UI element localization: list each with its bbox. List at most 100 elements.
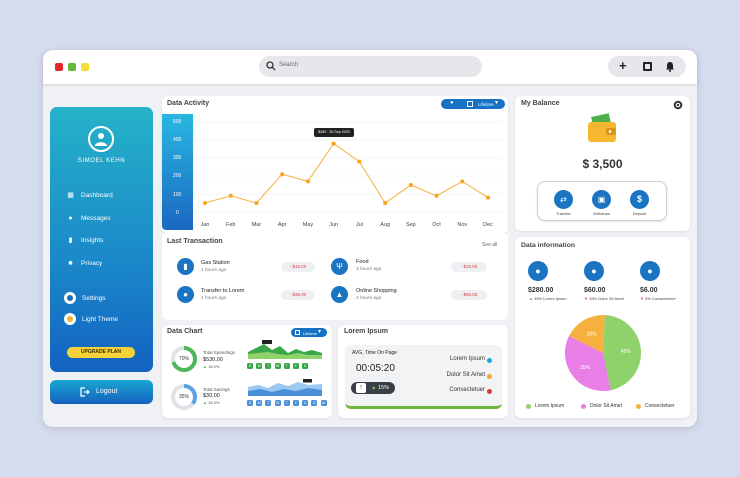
nav-insights[interactable]: ▮ Insights <box>66 236 104 245</box>
stat-label-text: 15% Dolor Sit Amet <box>589 296 624 301</box>
x-tick-label: Feb <box>225 222 236 228</box>
settings-item[interactable]: Settings <box>64 292 106 304</box>
data-point[interactable] <box>408 183 413 187</box>
transaction-time: 4 hours ago <box>356 296 382 301</box>
sun-icon <box>64 313 76 325</box>
data-point[interactable] <box>280 172 285 177</box>
day-pill[interactable]: S <box>302 400 309 406</box>
nav-dashboard[interactable]: ▦ Dashboard <box>66 191 113 200</box>
profile-name: SIMOEL KEHN <box>77 158 126 164</box>
avg-time-label: AVG, Time On Page <box>352 350 397 356</box>
transaction-name: Food <box>356 259 369 265</box>
dashboard-icon: ▦ <box>67 192 74 199</box>
day-pill[interactable]: S <box>311 400 318 406</box>
activity-filter-dropdown[interactable] <box>441 99 505 109</box>
y-tick: 100 <box>173 192 182 198</box>
withdraw-button[interactable]: ▣ <box>592 190 611 209</box>
search-bar[interactable] <box>259 56 482 77</box>
day-pill[interactable]: M <box>320 400 327 406</box>
day-pill[interactable]: T <box>265 363 272 369</box>
transaction-time: 3 hours ago <box>356 267 382 272</box>
day-pill[interactable]: S <box>247 363 253 369</box>
data-chart-title: Data Chart <box>167 328 203 335</box>
data-point[interactable] <box>331 141 336 146</box>
data-point[interactable] <box>357 159 362 164</box>
day-pill[interactable]: S <box>247 400 253 406</box>
legend-swatch <box>636 403 641 409</box>
maximize-window-button[interactable] <box>68 63 76 71</box>
data-point[interactable] <box>486 195 490 200</box>
transaction-amount: - $95.00 <box>451 290 487 300</box>
transaction-name: Online Shopping <box>356 288 397 294</box>
logout-button[interactable] <box>50 380 153 404</box>
gear-icon[interactable] <box>673 100 683 110</box>
data-point[interactable] <box>460 179 465 184</box>
transaction-name: Gas Station <box>201 260 230 266</box>
change-value-text: 15% <box>377 385 389 391</box>
nav-messages[interactable]: ● Messages <box>66 214 110 223</box>
day-pill[interactable]: T <box>283 363 290 369</box>
bell-icon[interactable] <box>665 61 675 72</box>
balance-amount: $ 3,500 <box>582 157 623 171</box>
theme-toggle[interactable]: Light Theme <box>64 313 118 325</box>
savings-area-chart <box>248 379 322 396</box>
avatar[interactable] <box>88 126 114 152</box>
day-pill[interactable]: M <box>256 363 263 369</box>
upgrade-plan-button[interactable]: UPGRADE PLAN <box>67 347 135 358</box>
transaction-name: Transfer to Lorem <box>201 288 245 294</box>
search-icon <box>266 61 276 71</box>
minimize-window-button[interactable] <box>81 63 89 71</box>
stat-label: ▼ 15% Dolor Sit Amet <box>584 296 624 301</box>
savings-label: Total Savings <box>203 387 230 392</box>
day-pill[interactable]: F <box>293 363 299 369</box>
x-tick-label: Aug <box>380 222 390 228</box>
data-point[interactable] <box>434 193 439 198</box>
legend-item: Consectetuer <box>636 403 675 409</box>
legend-swatch <box>487 374 492 379</box>
gear-icon <box>64 292 76 304</box>
day-pill[interactable]: T <box>265 400 272 406</box>
transfer-button[interactable]: ⇄ <box>554 190 573 209</box>
arrow-up-icon: ▲ <box>203 364 207 369</box>
data-point[interactable] <box>383 201 388 205</box>
deposit-button[interactable]: $ <box>630 190 649 209</box>
add-icon[interactable]: + <box>619 58 627 73</box>
transfer-label: Transfer <box>556 211 571 216</box>
spendings-area-chart <box>248 340 322 359</box>
transactions-title: Last Transaction <box>167 238 223 245</box>
pie-slice[interactable] <box>565 335 611 391</box>
pie-slice[interactable] <box>569 315 605 353</box>
pie-slice[interactable] <box>603 315 641 391</box>
theme-label: Light Theme <box>82 315 119 323</box>
withdraw-label: Withdraw <box>593 211 610 216</box>
calendar-icon <box>295 330 300 335</box>
nav-insights-label: Insights <box>81 237 104 244</box>
food-icon: Ψ <box>331 258 348 275</box>
slice-label: 45% <box>621 349 632 355</box>
transaction-amount: - $15.00 <box>281 262 315 272</box>
gear-icon[interactable]: ● <box>450 100 454 106</box>
data-point[interactable] <box>228 193 233 198</box>
pie-chart: 45% 35% 18% <box>565 315 641 391</box>
chart-filter-dropdown[interactable] <box>291 328 327 337</box>
nav-privacy[interactable]: ■ Privacy <box>66 259 102 268</box>
see-all-link[interactable]: See all <box>482 242 498 248</box>
user-icon: ● <box>177 286 194 303</box>
deposit-label: Deposit <box>632 211 647 216</box>
day-pill[interactable]: M <box>256 400 263 406</box>
change-value: ▲ 15% <box>371 385 389 391</box>
logout-label: Logout <box>96 388 118 395</box>
nav-privacy-label: Privacy <box>81 260 103 267</box>
data-point[interactable] <box>254 201 259 205</box>
day-pill[interactable]: W <box>274 400 281 406</box>
day-pill[interactable]: T <box>283 400 290 406</box>
layout-icon[interactable] <box>643 62 652 71</box>
avg-time-panel <box>345 345 502 409</box>
arrow-up-icon: ▲ <box>529 296 533 301</box>
data-point[interactable] <box>203 201 207 205</box>
data-point[interactable] <box>305 179 310 184</box>
close-window-button[interactable] <box>55 63 63 71</box>
day-pill[interactable]: S <box>302 363 309 369</box>
day-pill[interactable]: F <box>293 400 299 406</box>
day-pill[interactable]: W <box>274 363 281 369</box>
